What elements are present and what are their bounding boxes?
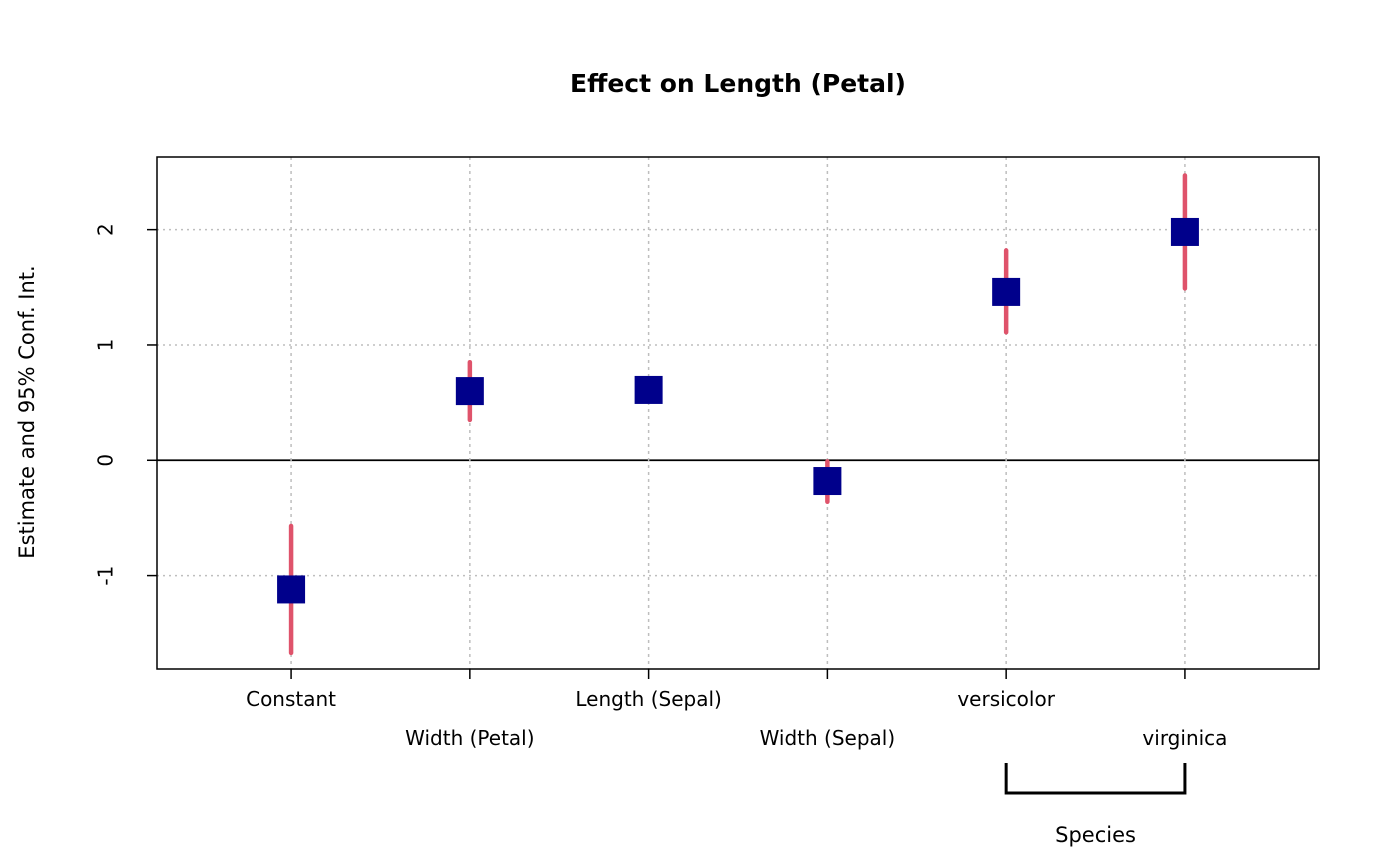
estimate-point	[1170, 217, 1199, 246]
estimate-point	[813, 467, 842, 496]
estimate-point	[277, 575, 306, 604]
x-tick-label: Width (Sepal)	[760, 726, 896, 750]
y-tick-label: 2	[94, 223, 118, 236]
x-tick-label: versicolor	[957, 687, 1055, 711]
y-axis-label: Estimate and 95% Conf. Int.	[15, 265, 39, 558]
estimate-point	[455, 377, 484, 406]
x-tick-label: virginica	[1142, 726, 1227, 750]
y-tick-label: 0	[94, 454, 118, 467]
estimate-point	[634, 375, 663, 404]
group-bracket: Species	[1004, 763, 1187, 847]
species-group-label: Species	[1055, 823, 1136, 847]
x-tick-label: Width (Petal)	[405, 726, 534, 750]
marks	[277, 173, 1199, 656]
y-tick-label: 1	[94, 339, 118, 352]
chart-title: Effect on Length (Petal)	[570, 69, 906, 98]
x-tick-label: Length (Sepal)	[575, 687, 721, 711]
species-bracket	[1004, 763, 1187, 795]
grid	[157, 157, 1319, 669]
plot-frame	[156, 156, 1320, 670]
y-tick-label: -1	[94, 566, 118, 586]
x-tick-label: Constant	[246, 687, 336, 711]
axes: -1 0 1 2 Constant Width (Petal) Length (Sepal)…	[94, 223, 1228, 750]
estimate-point	[992, 277, 1021, 306]
